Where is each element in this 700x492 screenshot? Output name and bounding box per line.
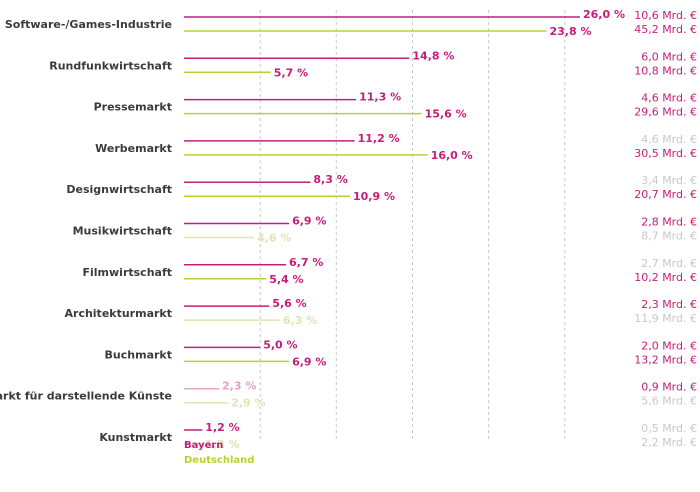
value-label-bayern: 2,3 % [222, 380, 256, 393]
amount-deutschland: 5,6 Mrd. € [641, 395, 697, 408]
chart-row: Markt für darstellende Künste 2,3 % 2,9 % 0… [0, 380, 697, 410]
category-label: Buchmarkt [105, 348, 172, 361]
chart-row: Werbemarkt 11,2 % 16,0 % 4,6 Mrd. €30,5 Mrd… [95, 132, 697, 162]
amount-bayern: 10,6 Mrd. € [634, 9, 697, 22]
amount-bayern: 3,4 Mrd. € [641, 174, 697, 187]
amount-bayern: 2,8 Mrd. € [641, 216, 697, 229]
value-label-deutschland: 6,9 % [292, 355, 326, 368]
category-label: Musikwirtschaft [73, 225, 172, 238]
chart-row: Filmwirtschaft 6,7 % 5,4 % 2,7 Mrd. €10,2 M… [83, 256, 698, 286]
amount-bayern: 2,0 Mrd. € [641, 339, 697, 352]
value-label-bayern: 6,7 % [289, 256, 323, 269]
category-label: Filmwirtschaft [83, 266, 173, 279]
value-label-bayern: 8,3 % [313, 173, 347, 186]
chart-row: Designwirtschaft 8,3 % 10,9 % 3,4 Mrd. €20,… [66, 173, 697, 203]
value-label-deutschland: 5,4 % [269, 273, 303, 286]
value-label-deutschland: 16,0 % [431, 149, 473, 162]
chart-row: Buchmarkt 5,0 % 6,9 % 2,0 Mrd. €13,2 Mrd. € [105, 338, 697, 368]
amount-deutschland: 2,2 Mrd. € [641, 436, 697, 449]
amount-deutschland: 13,2 Mrd. € [634, 353, 697, 366]
category-label: Architekturmarkt [65, 307, 173, 320]
value-label-deutschland: 5,7 % [274, 66, 308, 79]
amount-bayern: 0,9 Mrd. € [641, 381, 697, 394]
category-label: Markt für darstellende Künste [0, 390, 172, 403]
amount-bayern: 6,0 Mrd. € [641, 50, 697, 63]
amount-deutschland: 10,2 Mrd. € [634, 271, 697, 284]
amount-bayern: 4,6 Mrd. € [641, 92, 697, 105]
category-label: Pressemarkt [94, 101, 172, 114]
value-label-deutschland: 4,6 % [257, 232, 291, 245]
chart-row: Pressemarkt 11,3 % 15,6 % 4,6 Mrd. €29,6 Mr… [94, 91, 697, 121]
chart-row: Kunstmarkt 1,2 % 1,2 % 0,5 Mrd. €2,2 Mrd. € [99, 421, 697, 451]
category-label: Werbemarkt [95, 142, 172, 155]
amount-bayern: 2,3 Mrd. € [641, 298, 697, 311]
amount-deutschland: 29,6 Mrd. € [634, 106, 697, 119]
chart-row: Software-/Games-Industrie 26,0 % 23,8 % 10,… [5, 8, 697, 38]
value-label-bayern: 5,0 % [263, 338, 297, 351]
value-label-deutschland: 2,9 % [231, 397, 265, 410]
amount-bayern: 4,6 Mrd. € [641, 133, 697, 146]
value-label-bayern: 14,8 % [412, 49, 454, 62]
chart-rows: Software-/Games-Industrie 26,0 % 23,8 % 10,… [0, 8, 697, 451]
amount-deutschland: 11,9 Mrd. € [634, 312, 697, 325]
value-label-deutschland: 15,6 % [425, 108, 467, 121]
value-label-deutschland: 1,2 % [205, 438, 239, 451]
value-label-deutschland: 10,9 % [353, 190, 395, 203]
value-label-bayern: 26,0 % [583, 8, 625, 21]
legend-deutschland: Deutschland [184, 455, 254, 466]
value-label-bayern: 5,6 % [272, 297, 306, 310]
amount-bayern: 0,5 Mrd. € [641, 422, 697, 435]
amount-deutschland: 8,7 Mrd. € [641, 230, 697, 243]
amount-deutschland: 10,8 Mrd. € [634, 64, 697, 77]
value-label-bayern: 1,2 % [205, 421, 239, 434]
value-label-bayern: 11,2 % [358, 132, 400, 145]
category-label: Kunstmarkt [99, 431, 172, 444]
amount-deutschland: 30,5 Mrd. € [634, 147, 697, 160]
amount-deutschland: 20,7 Mrd. € [634, 188, 697, 201]
amount-bayern: 2,7 Mrd. € [641, 257, 697, 270]
category-label: Software-/Games-Industrie [5, 18, 172, 31]
category-label: Rundfunkwirtschaft [49, 59, 172, 72]
chart-row: Architekturmarkt 5,6 % 6,3 % 2,3 Mrd. €11,9… [65, 297, 698, 327]
value-label-deutschland: 6,3 % [283, 314, 317, 327]
legend-bayern: Bayern [184, 440, 223, 451]
chart-row: Musikwirtschaft 6,9 %4,6 % 2,8 Mrd. €8,7 M… [73, 215, 697, 245]
category-label: Designwirtschaft [66, 183, 172, 196]
value-label-bayern: 6,9 % [292, 215, 326, 228]
value-label-bayern: 11,3 % [359, 91, 401, 104]
amount-deutschland: 45,2 Mrd. € [634, 23, 697, 36]
value-label-deutschland: 23,8 % [550, 25, 592, 38]
chart-row: Rundfunkwirtschaft 14,8 % 5,7 % 6,0 Mrd. €1… [49, 49, 697, 79]
